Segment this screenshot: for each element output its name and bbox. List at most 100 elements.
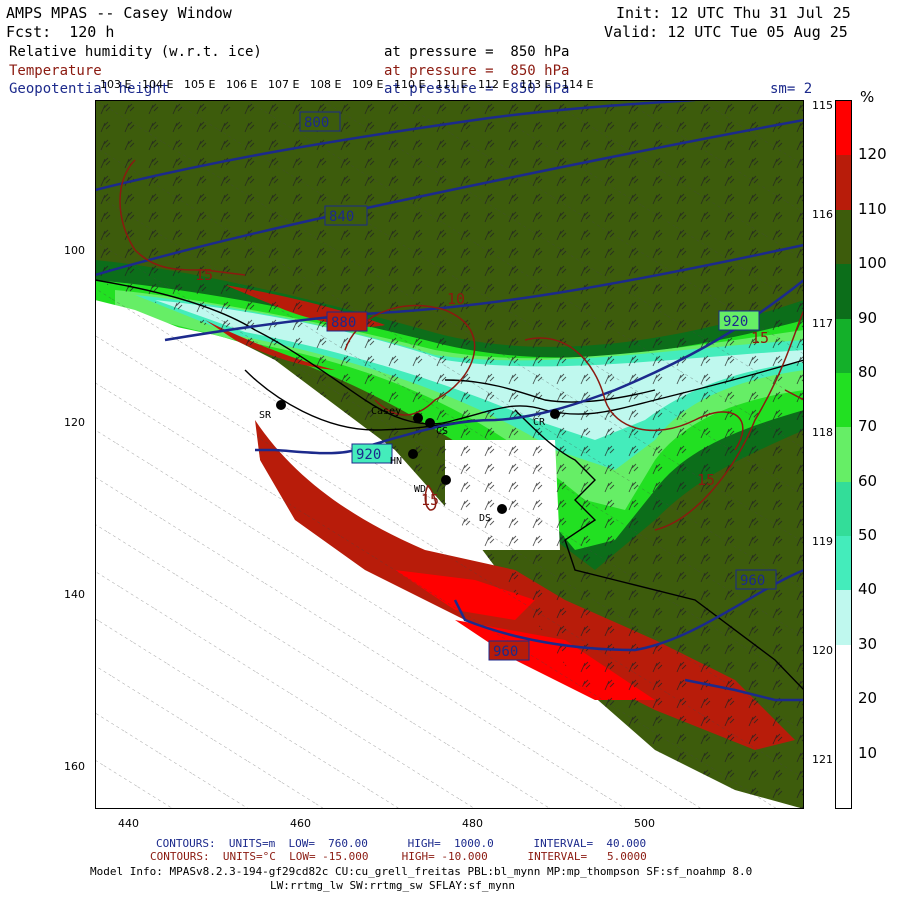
station-dot-cr bbox=[550, 409, 560, 419]
colorbar-unit: % bbox=[860, 88, 875, 106]
station-dot-wd bbox=[441, 475, 451, 485]
colorbar-tick-label: 90 bbox=[858, 308, 878, 327]
coastlines bbox=[95, 279, 804, 691]
longitude-label: 108 E bbox=[310, 78, 342, 91]
init-time: Init: 12 UTC Thu 31 Jul 25 bbox=[616, 4, 851, 22]
forecast-hour: Fcst: 120 h bbox=[6, 23, 115, 41]
field3-level: at pressure = 850 hPa bbox=[384, 81, 570, 97]
temperature-contours bbox=[119, 159, 804, 531]
footer-height-contours: CONTOURS: UNITS=m LOW= 760.00 HIGH= 1000… bbox=[156, 837, 647, 850]
station-dot-hn bbox=[408, 449, 418, 459]
colorbar-tick-label: 110 bbox=[858, 199, 887, 218]
field2-name: Temperature bbox=[9, 63, 102, 79]
height-label-880: 880 bbox=[331, 315, 356, 331]
height-label-960-east: 960 bbox=[740, 573, 765, 589]
map-plot: 800 840 880 920 920 960 960 15 15 15 10 … bbox=[95, 100, 804, 809]
colorbar-tick-label: 70 bbox=[858, 417, 878, 436]
height-label-800: 800 bbox=[304, 115, 329, 131]
colorbar-tick-label: 30 bbox=[858, 634, 878, 653]
height-contour-labels: 800 840 880 920 920 960 960 bbox=[299, 111, 777, 661]
valid-time: Valid: 12 UTC Tue 05 Aug 25 bbox=[604, 23, 848, 41]
height-contours bbox=[95, 100, 804, 702]
map-frame bbox=[95, 100, 804, 809]
x-tick-label: 440 bbox=[118, 817, 139, 830]
footer-model-info: Model Info: MPASv8.2.3-194-gf29cd82c CU:… bbox=[90, 865, 753, 878]
height-label-920-west: 920 bbox=[356, 447, 381, 463]
longitude-label: 110 E bbox=[394, 78, 426, 91]
colorbar-bin bbox=[836, 590, 851, 646]
longitude-label: 121 E bbox=[812, 753, 844, 766]
longitude-label: 112 E bbox=[478, 78, 510, 91]
station-label-sr: SR bbox=[259, 410, 272, 421]
temp-label-3: 15 bbox=[697, 471, 715, 489]
height-label-920-east: 920 bbox=[723, 314, 748, 330]
station-label-cr: CR bbox=[533, 417, 546, 428]
map-title: AMPS MPAS -- Casey Window bbox=[6, 4, 232, 22]
colorbar-bin bbox=[836, 155, 851, 211]
footer-model-info-2: LW:rrtmg_lw SW:rrtmg_sw SFLAY:sf_mynn bbox=[270, 879, 516, 892]
station-dot-ds bbox=[497, 504, 507, 514]
y-tick-label: 100 bbox=[64, 244, 85, 257]
colorbar-bin bbox=[836, 209, 851, 265]
colorbar-bin bbox=[836, 699, 851, 755]
station-label-hn: HN bbox=[390, 456, 402, 467]
colorbar-bin bbox=[836, 101, 851, 156]
smoothing-label: sm= 2 bbox=[770, 81, 813, 97]
y-tick-label: 140 bbox=[64, 588, 85, 601]
station-label-casey: Casey bbox=[371, 406, 401, 417]
station-dot-sr bbox=[276, 400, 286, 410]
temp-label-1: 15 bbox=[195, 266, 213, 284]
station-label-ds: DS bbox=[479, 513, 491, 524]
longitude-label: 114 E bbox=[562, 78, 594, 91]
colorbar-tick-label: 60 bbox=[858, 471, 878, 490]
longitude-label: 118 E bbox=[812, 426, 844, 439]
temp-label-2: 15 bbox=[751, 329, 769, 347]
temp-contour-labels: 15 15 15 10 15 bbox=[195, 266, 769, 509]
colorbar-tick-label: 100 bbox=[858, 254, 887, 273]
colorbar-bin bbox=[836, 372, 851, 428]
longitude-label: 113 E bbox=[520, 78, 552, 91]
y-tick-label: 160 bbox=[64, 760, 85, 773]
footer-temp-contours: CONTOURS: UNITS=°C LOW= -15.000 HIGH= -1… bbox=[150, 850, 647, 863]
colorbar-bin bbox=[836, 427, 851, 483]
temp-label-5: 15 bbox=[421, 491, 439, 509]
longitude-label: 104 E bbox=[142, 78, 174, 91]
station-label-cs: CS bbox=[436, 426, 448, 437]
colorbar-tick-label: 40 bbox=[858, 580, 878, 599]
longitude-label: 106 E bbox=[226, 78, 258, 91]
field2-level: at pressure = 850 hPa bbox=[384, 63, 570, 79]
colorbar-bin bbox=[836, 318, 851, 374]
longitude-label: 120 E bbox=[812, 644, 844, 657]
longitude-label: 117 E bbox=[812, 317, 844, 330]
station-dot-cs bbox=[425, 418, 435, 428]
colorbar-tick-label: 10 bbox=[858, 743, 878, 762]
longitude-label: 119 E bbox=[812, 535, 844, 548]
colorbar-bin bbox=[836, 753, 851, 809]
field1-name: Relative humidity (w.r.t. ice) bbox=[9, 44, 262, 60]
colorbar-bin bbox=[836, 644, 851, 700]
longitude-label: 109 E bbox=[352, 78, 384, 91]
colorbar-bin bbox=[836, 536, 851, 591]
station-dot-casey bbox=[413, 413, 423, 423]
colorbar-bin bbox=[836, 264, 851, 320]
longitude-label: 115 E bbox=[812, 99, 844, 112]
colorbar-tick-label: 20 bbox=[858, 689, 878, 708]
field1-level: at pressure = 850 hPa bbox=[384, 44, 570, 60]
colorbar-tick-label: 80 bbox=[858, 362, 878, 381]
colorbar-bin bbox=[836, 481, 851, 537]
station-label-wd: WD bbox=[414, 484, 426, 495]
rh-colorbar bbox=[835, 100, 852, 809]
colorbar-tick-label: 50 bbox=[858, 526, 878, 545]
stations: SR Casey CS CR HN WD DS bbox=[259, 400, 560, 524]
colorbar-tick-label: 120 bbox=[858, 145, 887, 164]
height-label-960-south: 960 bbox=[493, 644, 518, 660]
y-tick-label: 120 bbox=[64, 416, 85, 429]
temp-label-4: 10 bbox=[447, 290, 465, 308]
height-label-840: 840 bbox=[329, 209, 354, 225]
longitude-label: 116 E bbox=[812, 208, 844, 221]
longitude-label: 105 E bbox=[184, 78, 216, 91]
x-tick-label: 480 bbox=[462, 817, 483, 830]
rh-shading bbox=[95, 100, 804, 809]
x-tick-label: 460 bbox=[290, 817, 311, 830]
field3-name: Geopotential height bbox=[9, 81, 170, 97]
